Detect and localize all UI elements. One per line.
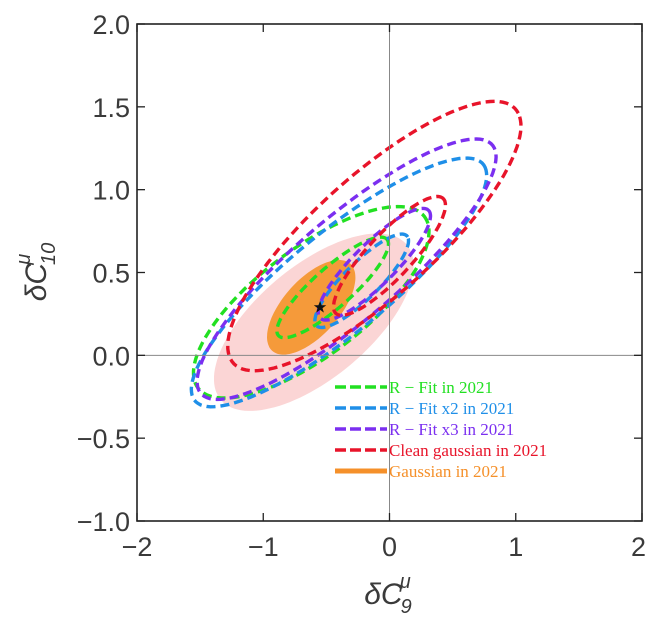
contour-series-3-2sigma bbox=[195, 137, 498, 402]
legend-label: R − Fit x2 in 2021 bbox=[389, 399, 514, 418]
y-tick-label: 1.0 bbox=[92, 176, 130, 206]
plot-area bbox=[189, 99, 523, 411]
best-fit-star bbox=[313, 300, 327, 313]
contour-series-2-1sigma bbox=[313, 232, 411, 330]
y-tick-label: 2.0 bbox=[92, 10, 130, 40]
x-tick-label: 1 bbox=[508, 532, 523, 562]
contour-series-3-1sigma bbox=[316, 206, 433, 322]
contour-series-2-2sigma bbox=[189, 156, 489, 409]
axis-ticks: −2 −1 0 1 2 −1.0 −0.5 0.0 0.5 1.0 1.5 2.0 bbox=[77, 10, 646, 562]
legend: R − Fit in 2021 R − Fit x2 in 2021 R − Fit… bbox=[335, 378, 547, 481]
legend-label: Clean gaussian in 2021 bbox=[389, 441, 547, 460]
x-tick-label: 0 bbox=[382, 532, 397, 562]
x-tick-label: −1 bbox=[248, 532, 279, 562]
x-axis-title-sub: 9 bbox=[401, 596, 412, 615]
x-axis-title-sup: μ bbox=[399, 571, 411, 593]
legend-label: R − Fit in 2021 bbox=[389, 378, 493, 397]
y-axis-title: δC10μ bbox=[13, 243, 60, 302]
legend-label: Gaussian in 2021 bbox=[389, 462, 507, 481]
y-tick-label: 0.0 bbox=[92, 341, 130, 371]
y-tick-label: 1.5 bbox=[92, 93, 130, 123]
contour-series-4-2sigma bbox=[226, 99, 523, 373]
x-tick-label: −2 bbox=[122, 532, 153, 562]
contour-series-4-1sigma bbox=[331, 194, 448, 317]
legend-label: R − Fit x3 in 2021 bbox=[389, 420, 514, 439]
y-axis-title-sup: μ bbox=[13, 254, 35, 266]
y-tick-label: 0.5 bbox=[92, 259, 130, 289]
x-axis-title: δC9μ bbox=[364, 571, 411, 615]
y-axis-title-sub: 10 bbox=[38, 243, 60, 265]
contour-series-1-1sigma bbox=[275, 235, 391, 340]
y-tick-label: −1.0 bbox=[77, 507, 130, 537]
zero-lines bbox=[137, 24, 642, 521]
x-tick-label: 2 bbox=[631, 532, 646, 562]
y-tick-label: −0.5 bbox=[77, 424, 130, 454]
best-fit-marker bbox=[313, 300, 327, 313]
